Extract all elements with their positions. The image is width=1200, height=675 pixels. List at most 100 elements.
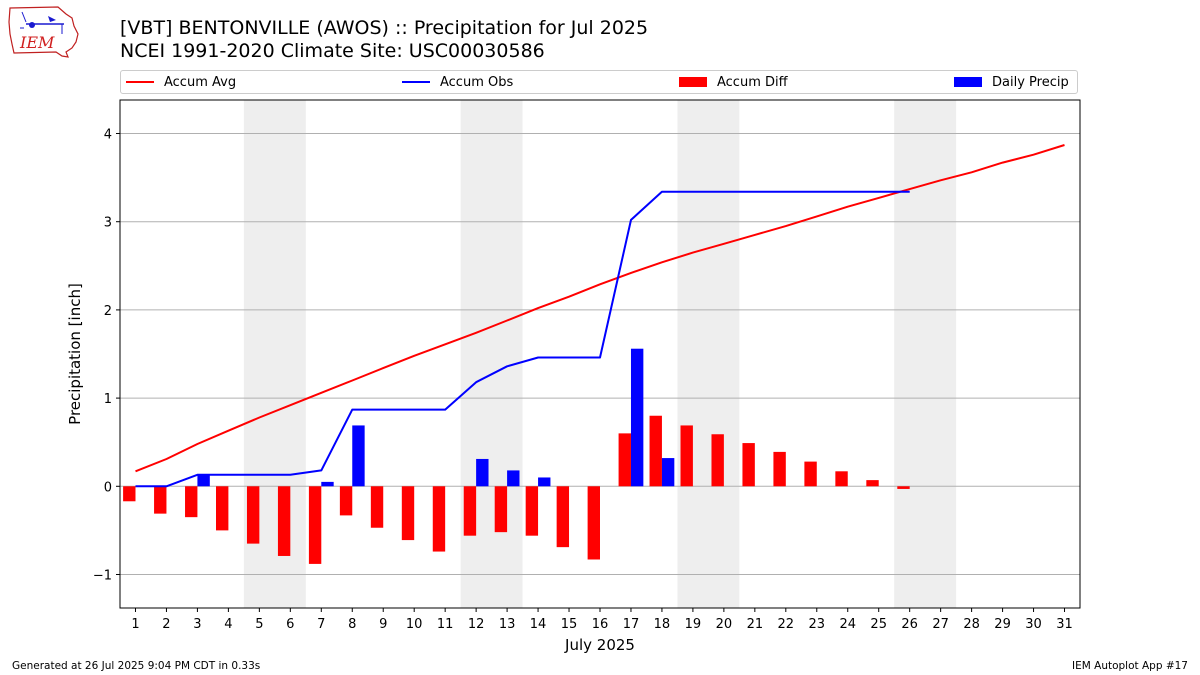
- logo-text: IEM: [19, 33, 55, 52]
- x-tick-label: 19: [685, 617, 702, 632]
- accum-diff-bar: [246, 486, 260, 544]
- chart-subtitle: NCEI 1991-2020 Climate Site: USC00030586: [120, 40, 545, 62]
- accum-diff-bar: [742, 443, 755, 487]
- legend-swatch-accum-avg: [126, 80, 154, 83]
- x-tick-label: 11: [437, 617, 454, 632]
- accum-diff-bar: [370, 486, 384, 528]
- generated-note: Generated at 26 Jul 2025 9:04 PM CDT in …: [12, 660, 261, 672]
- x-tick-label: 4: [224, 617, 232, 632]
- x-tick-label: 14: [530, 617, 547, 632]
- accum-diff-bar: [339, 486, 353, 516]
- accum-obs-line: [135, 190, 910, 488]
- accum-diff-bar: [897, 486, 910, 489]
- legend-label-accum-avg: Accum Avg: [164, 75, 237, 90]
- x-tick-label: 16: [592, 617, 609, 632]
- x-tick-label: 12: [468, 617, 485, 632]
- accum-diff-bar: [804, 461, 817, 487]
- x-tick-label: 24: [839, 617, 856, 632]
- x-tick-label: 3: [193, 617, 201, 632]
- daily-precip-bar: [538, 477, 551, 487]
- y-tick-label: 4: [104, 128, 112, 143]
- x-tick-label: 13: [499, 617, 516, 632]
- legend-swatch-daily-precip: [954, 76, 982, 87]
- y-axis-label: Precipitation [inch]: [66, 283, 84, 425]
- weekend-band: [677, 100, 740, 608]
- legend-label-accum-diff: Accum Diff: [717, 75, 788, 90]
- accum-diff-bar: [463, 486, 477, 536]
- x-axis-ticks: 1 2 3 4 5 6 7 8 9 10 11 12 13 14 15 16 17 18 19 20 21 22 23 24 2…: [131, 608, 1073, 632]
- x-tick-label: 29: [994, 617, 1011, 632]
- x-tick-label: 30: [1025, 617, 1042, 632]
- daily-precip-bars: [197, 348, 675, 487]
- legend-swatch-accum-obs: [402, 80, 430, 83]
- accum-diff-bar: [154, 486, 167, 514]
- y-tick-label: 3: [104, 216, 112, 231]
- accum-diff-bar: [308, 486, 322, 564]
- legend-item-accum-diff: Accum Diff: [679, 74, 788, 92]
- x-tick-label: 7: [317, 617, 325, 632]
- daily-precip-bar: [321, 481, 334, 487]
- series-lines: [135, 144, 1065, 488]
- x-tick-label: 5: [255, 617, 263, 632]
- accum-diff-bars: [123, 415, 910, 564]
- daily-precip-bar: [507, 470, 520, 487]
- accum-diff-bar: [711, 434, 724, 487]
- x-tick-label: 2: [162, 617, 170, 632]
- x-tick-label: 15: [561, 617, 578, 632]
- accum-diff-bar: [216, 486, 229, 531]
- legend-item-accum-avg: Accum Avg: [126, 74, 236, 92]
- x-tick-label: 28: [963, 617, 980, 632]
- x-tick-label: 10: [406, 617, 423, 632]
- legend-label-daily-precip: Daily Precip: [992, 75, 1069, 90]
- x-tick-label: 1: [131, 617, 139, 632]
- accum-diff-bar: [680, 425, 693, 487]
- accum-diff-bar: [494, 486, 508, 533]
- accum-diff-bar: [866, 480, 879, 487]
- weekend-shading: [243, 100, 957, 608]
- x-tick-label: 26: [901, 617, 918, 632]
- weekend-band: [894, 100, 957, 608]
- x-axis-label: July 2025: [564, 636, 635, 654]
- daily-precip-bar: [630, 348, 644, 487]
- accum-avg-line: [135, 144, 1065, 473]
- chart-title: [VBT] BENTONVILLE (AWOS) :: Precipitatio…: [120, 17, 649, 39]
- x-tick-label: 6: [286, 617, 294, 632]
- y-tick-label: 2: [104, 304, 112, 319]
- legend-item-accum-obs: Accum Obs: [402, 74, 513, 92]
- x-tick-label: 18: [654, 617, 671, 632]
- accum-diff-bar: [525, 486, 539, 536]
- accum-diff-bar: [773, 451, 786, 487]
- x-tick-label: 22: [778, 617, 795, 632]
- legend-item-daily-precip: Daily Precip: [954, 74, 1069, 92]
- accum-diff-bar: [835, 471, 848, 487]
- y-tick-label: 0: [104, 480, 112, 495]
- accum-diff-bar: [587, 486, 600, 560]
- legend-label-accum-obs: Accum Obs: [440, 75, 514, 90]
- x-tick-label: 23: [809, 617, 826, 632]
- daily-precip-bar: [352, 425, 365, 487]
- accum-diff-bar: [556, 486, 570, 548]
- accum-diff-bar: [277, 486, 291, 556]
- x-tick-label: 8: [348, 617, 356, 632]
- accum-diff-bar: [432, 486, 446, 552]
- accum-diff-bar: [123, 486, 136, 502]
- accum-diff-bar: [401, 486, 415, 541]
- iem-logo: IEM: [8, 6, 79, 58]
- accum-diff-bar: [618, 433, 631, 487]
- x-tick-label: 25: [870, 617, 887, 632]
- x-tick-label: 21: [747, 617, 764, 632]
- daily-precip-bar: [661, 458, 675, 487]
- chart-legend: Accum Avg Accum Obs Accum Diff Daily Pre…: [120, 70, 1078, 94]
- accum-diff-bar: [185, 486, 198, 518]
- x-tick-label: 31: [1056, 617, 1073, 632]
- y-tick-label: 1: [104, 392, 112, 407]
- accum-diff-bar: [649, 415, 662, 487]
- daily-precip-bar: [476, 458, 489, 487]
- x-tick-label: 20: [716, 617, 733, 632]
- x-tick-label: 27: [932, 617, 949, 632]
- daily-precip-bar: [197, 474, 210, 487]
- x-tick-label: 9: [379, 617, 387, 632]
- legend-swatch-accum-diff: [679, 76, 707, 87]
- y-tick-label: −1: [93, 568, 112, 583]
